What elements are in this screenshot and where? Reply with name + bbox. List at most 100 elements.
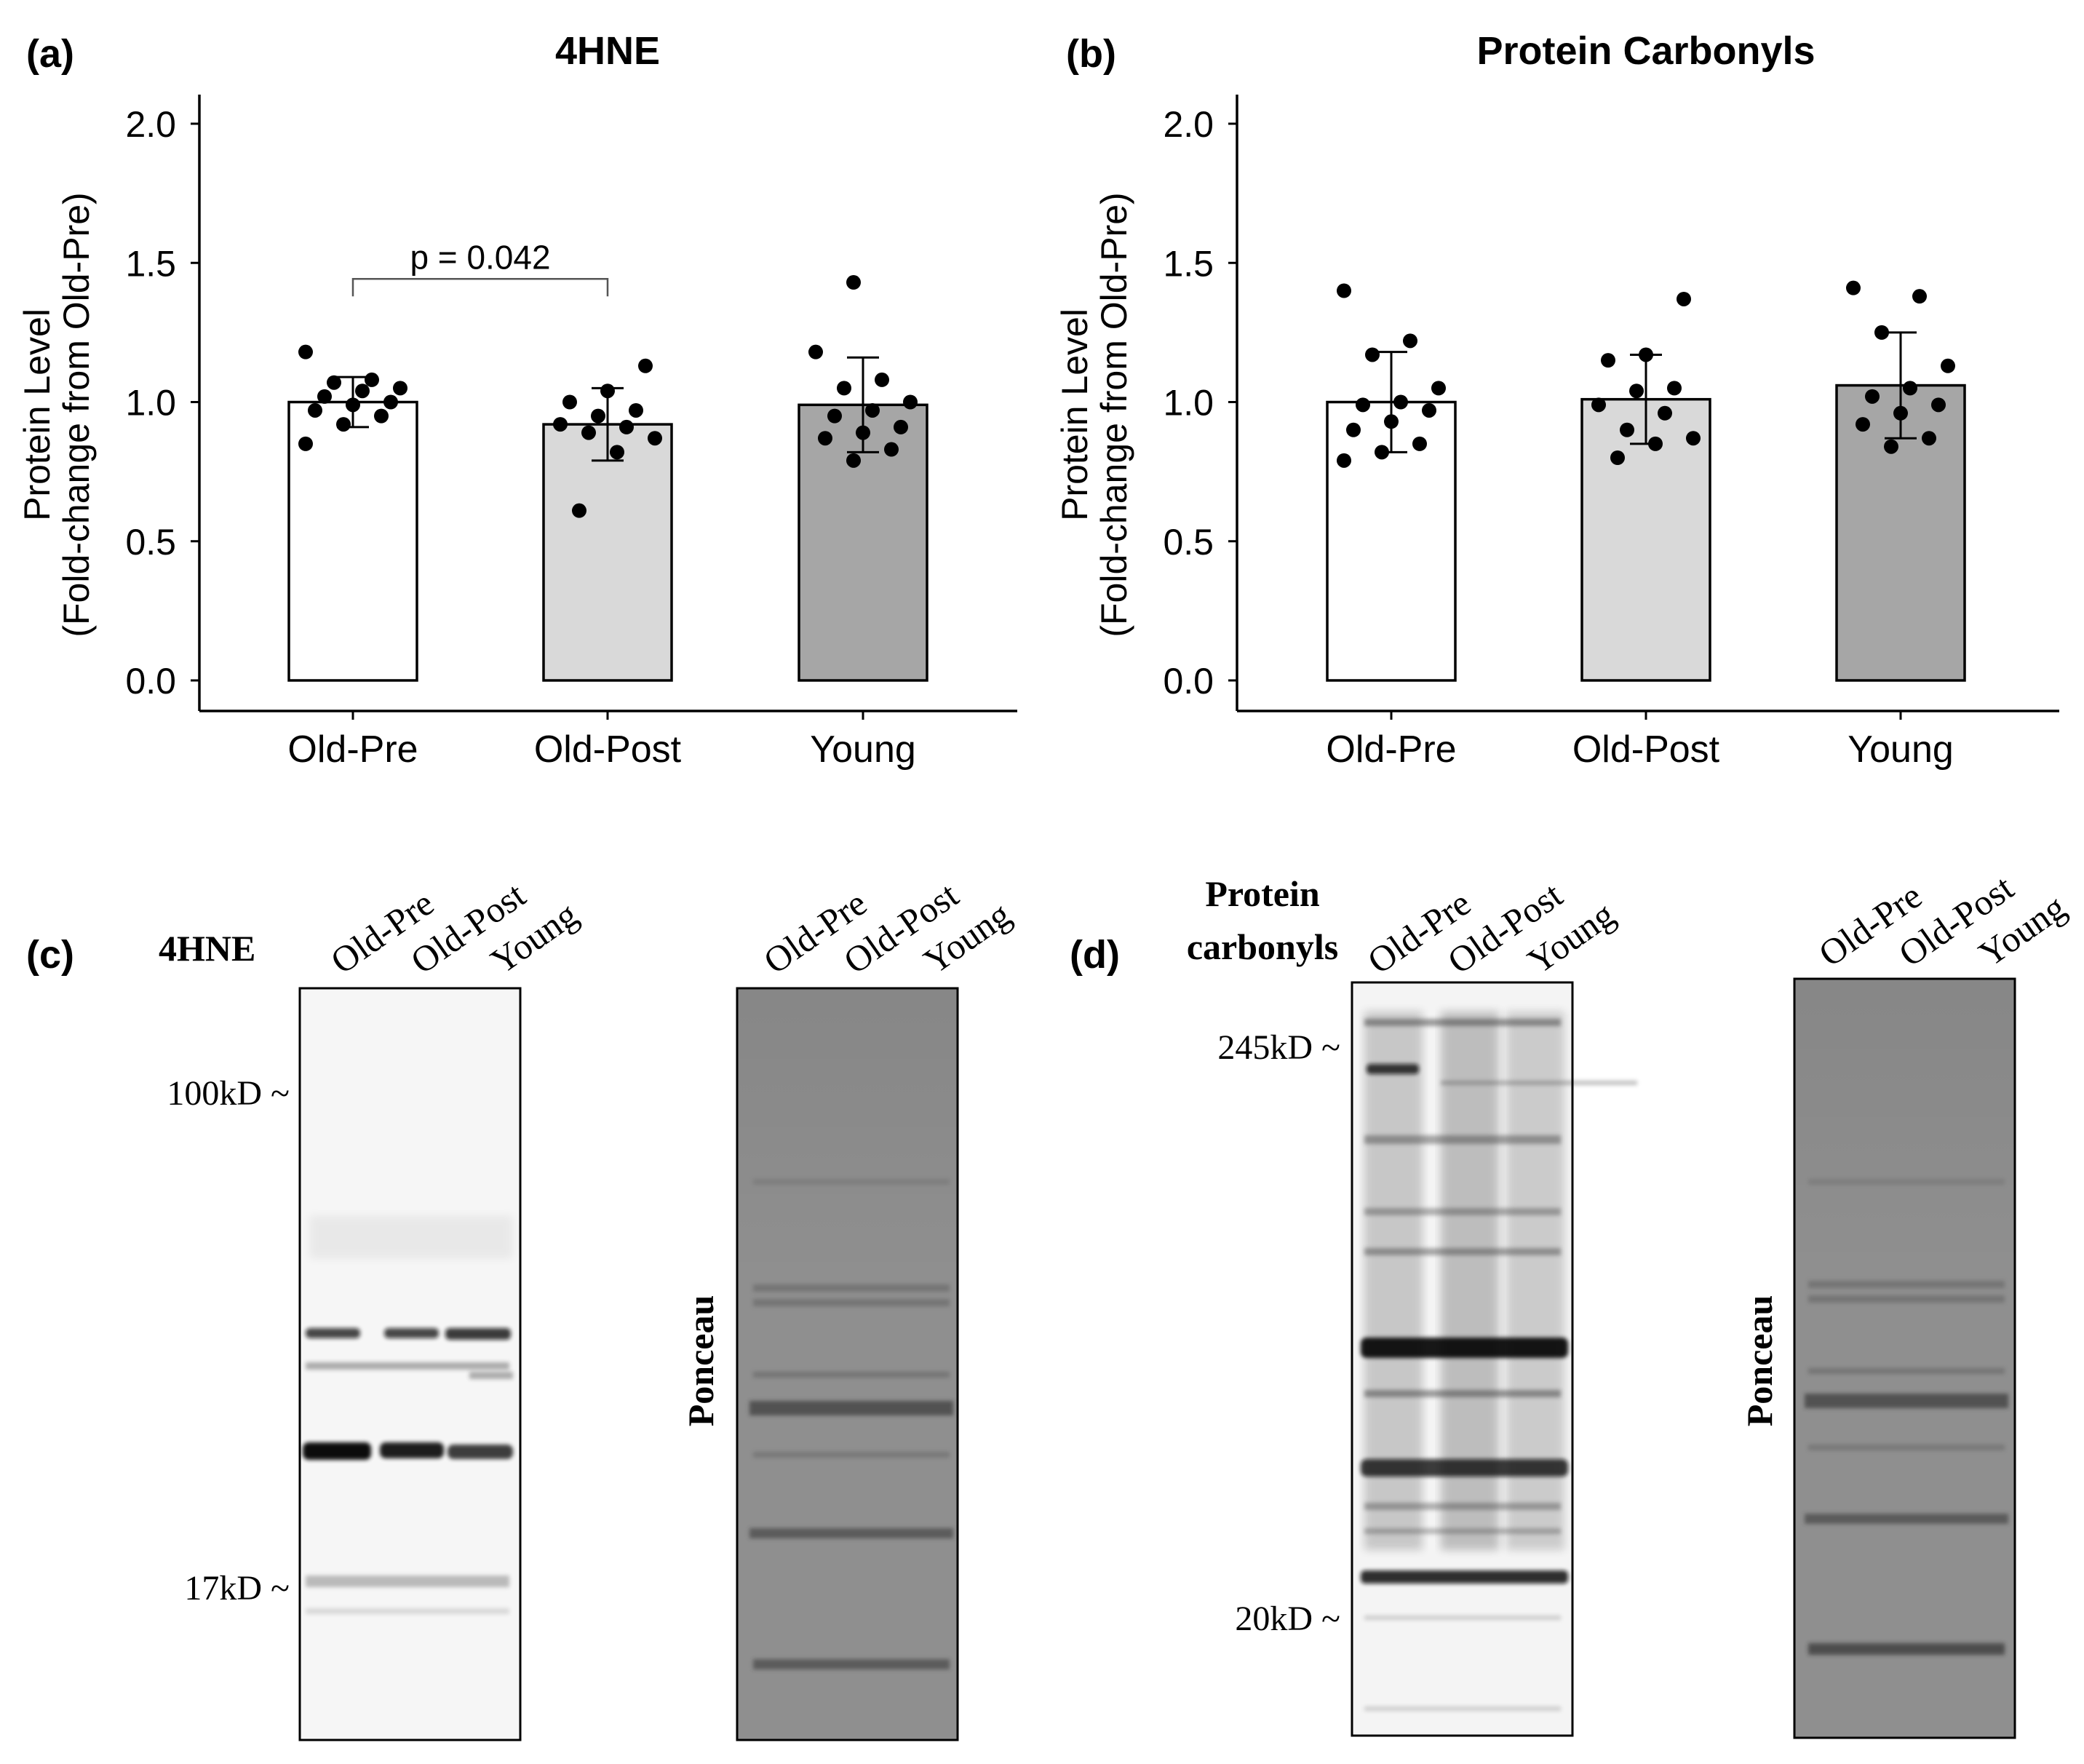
chart-4hne: (a) 4HNE Protein Level (Fold-change from… (17, 29, 1017, 771)
error-bars (1375, 331, 1917, 453)
data-point (1846, 280, 1861, 295)
data-point (1677, 291, 1691, 306)
x-tick-label: Old-Post (534, 728, 682, 771)
data-point (365, 372, 379, 387)
data-point (346, 397, 360, 413)
significance-bracket (351, 278, 609, 297)
data-point (1601, 353, 1615, 368)
data-point (1903, 381, 1917, 396)
data-point (846, 275, 861, 290)
axes (1228, 95, 2059, 720)
data-point (383, 394, 398, 410)
y-tick-label: 1.5 (1163, 243, 1214, 284)
panel-letter-d: (d) (1070, 933, 1120, 977)
y-tick-labels: 0.0 0.5 1.0 1.5 2.0 (125, 104, 176, 702)
x-tick-label: Young (810, 728, 916, 771)
y-tick-label: 0.5 (1163, 522, 1214, 563)
data-point (1931, 397, 1946, 413)
data-point (1431, 381, 1446, 396)
data-point (600, 384, 615, 399)
data-point (553, 417, 568, 432)
marker-245kd: 245kD ~ (1217, 1028, 1340, 1067)
ponceau-membrane-carbonyls (1793, 977, 2016, 1739)
data-point (638, 358, 653, 373)
blot-label-4hne: 4HNE (159, 928, 255, 969)
data-point (837, 381, 851, 396)
x-tick-label: Young (1848, 728, 1954, 771)
data-point (1620, 422, 1634, 437)
data-point (1393, 394, 1408, 410)
data-point (317, 389, 332, 404)
data-point (1667, 381, 1682, 396)
data-point (327, 375, 341, 390)
y-tick-label: 2.0 (125, 104, 176, 145)
data-point (591, 408, 605, 424)
data-point (562, 394, 577, 410)
bars (1326, 384, 1966, 682)
ponceau-label: Ponceau (680, 1295, 721, 1427)
data-point (1610, 450, 1625, 465)
data-point (1591, 397, 1606, 413)
panel-letter-b: (b) (1066, 32, 1116, 76)
y-tick-label: 1.0 (125, 383, 176, 424)
data-point (1686, 431, 1701, 446)
data-point (298, 436, 313, 451)
y-tick-label: 1.5 (125, 243, 176, 284)
blot-membrane-carbonyls (1351, 981, 1637, 1737)
data-point (856, 425, 870, 440)
y-axis-label-line1: Protein Level (1054, 309, 1095, 521)
ponceau-bands (749, 1179, 953, 1669)
data-point (581, 425, 596, 440)
data-point (884, 442, 899, 457)
y-axis-label-line2: (Fold-change from Old-Pre) (1094, 192, 1134, 637)
data-point (894, 419, 908, 434)
data-point (1365, 347, 1380, 362)
data-points (1337, 280, 1955, 468)
data-point (1884, 439, 1898, 454)
y-tick-label: 0.0 (125, 661, 176, 702)
data-point (1922, 431, 1936, 446)
data-point (610, 445, 624, 460)
p-value-label: p = 0.042 (410, 238, 550, 276)
blot-bands (1361, 1012, 1637, 1711)
ponceau-label: Ponceau (1739, 1295, 1780, 1427)
data-point (1893, 405, 1908, 421)
blot-label-protein: Protein (1205, 873, 1320, 914)
x-tick-labels: Old-Pre Old-Post Young (287, 728, 915, 771)
data-point (1412, 436, 1427, 451)
chart-title-4hne: 4HNE (555, 29, 660, 73)
data-point (648, 431, 662, 446)
blot-panel-d: (d) Protein carbonyls Old-Pre Old-Post Y… (1070, 867, 2073, 1739)
data-point (1658, 405, 1672, 421)
data-point (1375, 445, 1389, 460)
bar (542, 423, 673, 682)
data-point (1865, 389, 1880, 404)
data-point (875, 372, 889, 387)
chart-title-protein-carbonyls: Protein Carbonyls (1476, 29, 1815, 73)
data-point (1337, 453, 1351, 468)
y-tick-labels: 0.0 0.5 1.0 1.5 2.0 (1163, 104, 1214, 702)
y-axis-label-line2: (Fold-change from Old-Pre) (56, 192, 97, 637)
data-point (1941, 358, 1955, 373)
chart-protein-carbonyls: (b) Protein Carbonyls Protein Level (Fol… (1054, 29, 2059, 771)
ponceau-membrane-4hne (736, 987, 959, 1741)
significance-annotation: p = 0.042 (351, 238, 609, 297)
marker-100kd: 100kD ~ (167, 1074, 290, 1113)
data-point (846, 453, 861, 468)
ponceau-bands (1805, 1179, 2008, 1655)
data-point (827, 408, 842, 424)
data-point (1337, 283, 1351, 298)
panel-letter-c: (c) (26, 933, 74, 977)
data-point (308, 402, 322, 418)
data-point (1874, 325, 1889, 340)
bar (1580, 397, 1711, 682)
x-tick-label: Old-Pre (287, 728, 418, 771)
data-point (1346, 422, 1361, 437)
data-point (355, 384, 370, 399)
data-point (629, 402, 643, 418)
data-point (1856, 417, 1870, 432)
blot-bands (303, 1215, 513, 1614)
x-tick-label: Old-Pre (1326, 728, 1456, 771)
blot-membrane-4hne (298, 987, 522, 1741)
